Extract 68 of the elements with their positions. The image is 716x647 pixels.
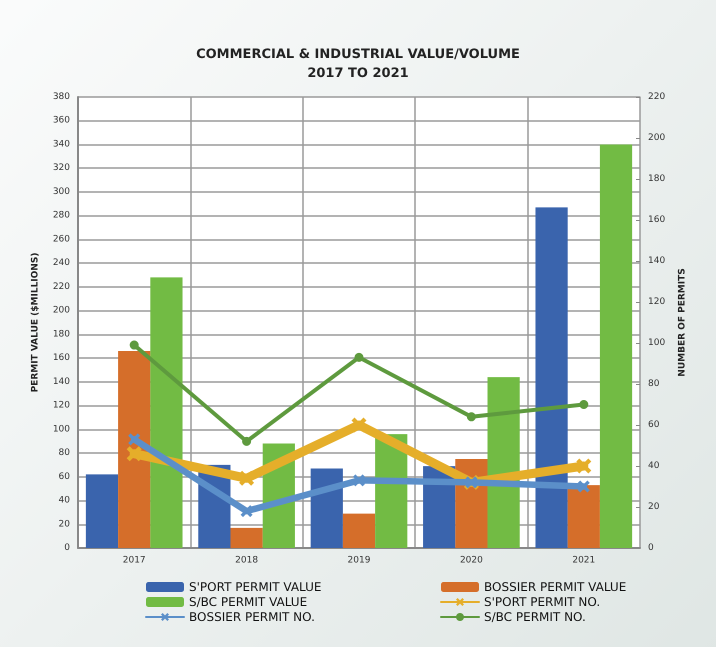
y-tick-label: 120 (52, 400, 70, 411)
point (579, 400, 588, 409)
y2-tick-label: 80 (648, 379, 660, 389)
y-tick-label: 260 (52, 234, 70, 244)
y-tick-label: 0 (64, 543, 70, 553)
point (242, 436, 252, 446)
x-tick-label: 2021 (572, 556, 596, 566)
point (578, 480, 590, 492)
y-tick-label: 140 (52, 376, 70, 387)
bar (230, 528, 263, 548)
legend-label: BOSSIER PERMIT NO. (189, 610, 315, 624)
point (466, 412, 476, 422)
bar (568, 485, 600, 548)
y-tick-label: 300 (52, 186, 70, 197)
x-tick-label: 2019 (348, 556, 371, 566)
y-tick-label: 380 (52, 92, 70, 102)
y2-tick-label: 100 (648, 338, 666, 348)
y-tick-label: 40 (58, 496, 70, 506)
y-tick-label: 360 (52, 116, 70, 126)
y2-tick-label: 220 (648, 92, 666, 102)
y2-tick-label: 120 (648, 297, 666, 307)
legend-label: S'PORT PERMIT NO. (484, 595, 600, 609)
point (240, 505, 253, 518)
y-tick-label: 200 (52, 306, 70, 316)
x-tick-label: 2017 (122, 556, 146, 566)
legend-label: S/BC PERMIT NO. (484, 610, 586, 624)
y2-tick-label: 140 (648, 256, 666, 266)
bar (535, 207, 568, 548)
x-tick-label: 2020 (460, 556, 484, 566)
y2-tick-label: 0 (648, 543, 654, 553)
y-tick-label: 280 (52, 210, 70, 221)
point (128, 433, 140, 446)
bar (86, 474, 118, 548)
y-tick-label: 220 (52, 282, 70, 292)
chart-title: COMMERCIAL & INDUSTRIAL VALUE/VOLUME 2017 TO 2021 (196, 47, 520, 81)
bar (118, 350, 150, 548)
legend-label: BOSSIER PERMIT VALUE (484, 580, 626, 594)
point (130, 340, 139, 350)
bar (310, 468, 343, 548)
y-tick-label: 20 (58, 519, 70, 530)
point (576, 458, 592, 474)
y-axis-title: PERMIT VALUE ($MILLIONS) (30, 252, 40, 392)
point (354, 352, 364, 362)
y2-tick-label: 20 (648, 502, 660, 512)
legend-label: S'PORT PERMIT VALUE (189, 580, 322, 594)
y2-tick-label: 160 (648, 215, 666, 225)
y2-axis-title: NUMBER OF PERMITS (678, 268, 688, 377)
legend-label: S/BC PERMIT VALUE (189, 595, 308, 609)
y-tick-label: 240 (52, 258, 70, 268)
y-tick-label: 340 (52, 139, 70, 150)
y-tick-label: 180 (52, 329, 70, 340)
y2-tick-label: 180 (648, 174, 666, 184)
y2-tick-label: 40 (648, 461, 660, 471)
bar (342, 514, 376, 548)
x-tick-label: 2018 (235, 556, 258, 566)
point (239, 470, 254, 486)
bar (150, 277, 183, 548)
y-tick-label: 80 (58, 448, 70, 458)
y-tick-label: 320 (52, 163, 70, 174)
y-tick-label: 100 (52, 424, 70, 434)
y2-tick-label: 200 (648, 133, 666, 143)
point (126, 446, 142, 462)
point (353, 474, 365, 486)
y-tick-label: 60 (58, 472, 70, 482)
y2-tick-label: 60 (648, 420, 660, 430)
bar (600, 144, 632, 548)
y-tick-label: 160 (52, 353, 70, 364)
point (352, 418, 366, 432)
